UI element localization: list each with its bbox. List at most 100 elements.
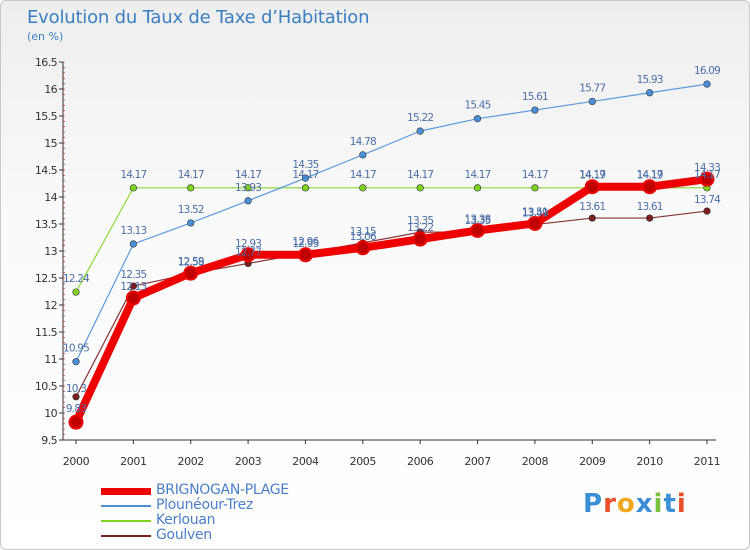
data-label: 14.17 xyxy=(292,169,318,181)
x-tick-label: 2002 xyxy=(178,455,204,468)
data-label: 16.09 xyxy=(694,65,720,77)
data-point xyxy=(588,214,596,222)
data-point xyxy=(588,97,596,106)
y-tick-label: 15.5 xyxy=(35,110,58,123)
x-tick-label: 2000 xyxy=(63,455,90,468)
y-tick-label: 16 xyxy=(44,83,57,96)
data-point xyxy=(642,179,658,195)
legend-swatch xyxy=(101,535,151,537)
data-point xyxy=(129,282,137,290)
data-label: 13.74 xyxy=(694,194,721,206)
data-point xyxy=(244,184,252,192)
y-tick-label: 12.5 xyxy=(35,272,58,285)
data-point xyxy=(473,184,482,192)
x-tick-label: 2001 xyxy=(120,455,146,468)
data-point xyxy=(359,151,367,159)
x-tick-label: 2007 xyxy=(464,455,491,468)
series-line-1 xyxy=(75,83,708,363)
data-label: 13.51 xyxy=(522,206,548,218)
chart-title: Evolution du Taux de Taxe d’Habitation xyxy=(27,7,370,28)
data-point xyxy=(703,207,711,215)
y-tick-label: 10 xyxy=(44,407,57,420)
data-label: 13.38 xyxy=(465,213,491,225)
data-label: 14.19 xyxy=(579,170,605,182)
data-point xyxy=(301,184,310,192)
data-label: 12.13 xyxy=(120,281,146,293)
y-tick-label: 12 xyxy=(44,299,57,312)
data-label: 15.61 xyxy=(522,91,548,103)
data-point xyxy=(187,219,195,227)
proxiti-logo: Proxiti xyxy=(583,489,687,519)
data-label: 15.93 xyxy=(637,74,663,86)
data-point xyxy=(72,393,80,401)
data-label: 14.33 xyxy=(694,162,720,174)
data-point xyxy=(416,184,424,192)
legend-swatch xyxy=(101,505,151,507)
data-point xyxy=(473,115,482,123)
data-point xyxy=(129,184,137,192)
legend-label: Plounéour-Trez xyxy=(156,497,254,513)
x-tick-label: 2009 xyxy=(579,455,606,468)
data-label: 13.06 xyxy=(350,231,377,243)
y-tick-label: 15 xyxy=(44,137,57,150)
data-point xyxy=(187,184,195,192)
data-point xyxy=(301,174,310,182)
data-point xyxy=(531,106,539,114)
data-label: 15.22 xyxy=(407,112,433,124)
data-label: 14.78 xyxy=(350,136,376,148)
x-tick-label: 2003 xyxy=(235,455,262,468)
y-tick-label: 9.5 xyxy=(41,434,57,447)
data-label: 13.22 xyxy=(407,222,433,234)
y-tick-label: 11.5 xyxy=(35,326,58,339)
data-label: 12.93 xyxy=(292,238,318,250)
data-point xyxy=(183,265,199,281)
data-label: 14.17 xyxy=(579,169,605,181)
data-point xyxy=(125,290,141,306)
data-label: 12.77 xyxy=(235,246,261,258)
data-point xyxy=(646,214,654,222)
data-label: 13.52 xyxy=(178,204,204,216)
legend-swatch xyxy=(101,520,151,522)
data-label: 12.96 xyxy=(292,236,319,248)
data-label: 14.17 xyxy=(522,169,548,181)
series-line-3 xyxy=(75,210,708,398)
data-point xyxy=(129,240,137,248)
data-label: 13.35 xyxy=(465,215,491,227)
x-tick-label: 2011 xyxy=(694,455,720,468)
data-label: 10.3 xyxy=(66,383,86,395)
x-tick-label: 2005 xyxy=(350,455,377,468)
data-label: 14.17 xyxy=(235,169,261,181)
data-point xyxy=(531,184,539,192)
data-point xyxy=(68,414,84,430)
data-point xyxy=(703,80,711,88)
data-label: 13.13 xyxy=(120,225,146,237)
data-point xyxy=(412,231,428,247)
y-tick-label: 13 xyxy=(44,245,57,258)
data-label: 13.61 xyxy=(579,201,605,213)
data-label: 12.24 xyxy=(63,273,90,285)
data-label: 14.17 xyxy=(465,169,491,181)
data-point xyxy=(646,89,654,97)
x-tick-label: 2006 xyxy=(407,455,434,468)
y-tick-label: 10.5 xyxy=(35,380,58,393)
y-tick-label: 14 xyxy=(44,191,57,204)
data-point xyxy=(584,179,600,195)
x-tick-label: 2008 xyxy=(522,455,549,468)
data-point xyxy=(240,247,256,263)
data-label: 14.19 xyxy=(637,170,663,182)
data-label: 14.35 xyxy=(292,159,318,171)
data-label: 14.17 xyxy=(694,169,720,181)
data-label: 13.93 xyxy=(235,182,261,194)
data-label: 14.17 xyxy=(178,169,204,181)
data-label: 12.58 xyxy=(178,257,204,269)
data-label: 14.17 xyxy=(637,169,663,181)
data-label: 10.95 xyxy=(63,343,89,355)
x-tick-label: 2004 xyxy=(292,455,319,468)
y-tick-label: 13.5 xyxy=(35,218,58,231)
data-point xyxy=(359,184,367,192)
data-point xyxy=(244,197,252,205)
data-point xyxy=(297,247,313,263)
legend-swatch xyxy=(101,487,151,495)
data-label: 14.17 xyxy=(407,169,433,181)
